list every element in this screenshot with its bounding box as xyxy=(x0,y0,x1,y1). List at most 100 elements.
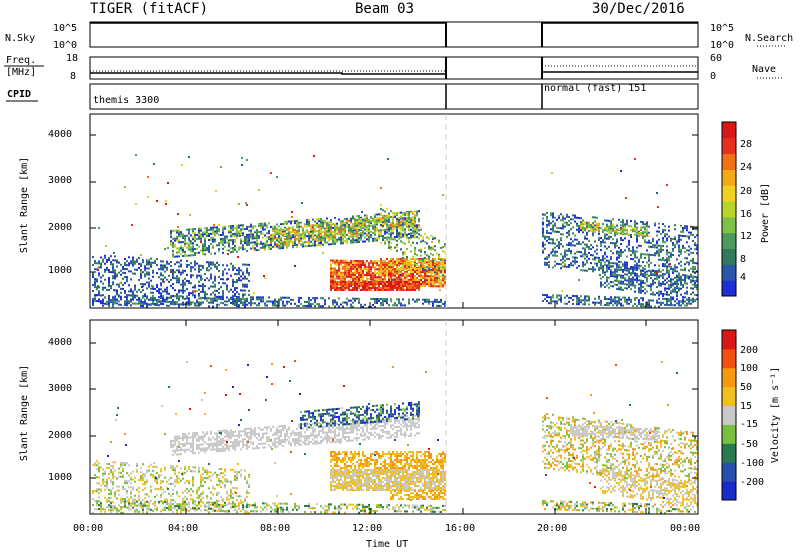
heatmap-cell xyxy=(604,295,606,298)
heatmap-cell xyxy=(364,264,366,267)
heatmap-cell xyxy=(434,298,436,301)
heatmap-cell xyxy=(604,274,606,277)
heatmap-cell xyxy=(626,269,628,272)
heatmap-cell xyxy=(282,243,284,246)
heatmap-cell xyxy=(688,300,690,303)
heatmap-cell xyxy=(596,248,598,251)
heatmap-cell xyxy=(246,300,248,303)
heatmap-cell xyxy=(652,269,654,272)
heatmap-cell xyxy=(192,250,194,253)
heatmap-cell xyxy=(586,259,588,262)
heatmap-cell xyxy=(668,265,670,268)
heatmap-cell xyxy=(168,296,170,299)
heatmap-cell xyxy=(242,263,244,266)
heatmap-cell xyxy=(394,276,396,279)
heatmap-cell xyxy=(334,279,336,282)
heatmap-cell xyxy=(686,282,688,285)
heatmap-cell xyxy=(218,295,220,298)
heatmap-cell xyxy=(642,279,644,282)
heatmap-cell xyxy=(304,237,306,240)
heatmap-cell xyxy=(288,300,290,303)
heatmap-cell xyxy=(638,233,640,236)
heatmap-cell xyxy=(634,290,636,293)
heatmap-cell xyxy=(622,282,624,285)
heatmap-cell xyxy=(312,228,314,231)
heatmap-cell xyxy=(206,227,208,230)
heatmap-cell xyxy=(614,225,616,228)
heatmap-cell xyxy=(114,255,116,258)
heatmap-cell xyxy=(300,237,302,240)
nsky-tick-low: 10^0 xyxy=(53,40,78,51)
heatmap-cell xyxy=(420,234,422,237)
heatmap-cell xyxy=(142,283,144,286)
heatmap-cell xyxy=(290,222,292,225)
heatmap-cell xyxy=(632,248,634,251)
heatmap-cell xyxy=(422,298,424,301)
heatmap-cell xyxy=(552,228,554,231)
heatmap-cell xyxy=(632,272,634,275)
heatmap-cell xyxy=(544,247,546,250)
heatmap-cell xyxy=(360,272,362,275)
heatmap-cell xyxy=(242,234,244,237)
heatmap-cell xyxy=(250,241,252,244)
heatmap-cell xyxy=(620,239,622,241)
heatmap-cell xyxy=(364,221,366,224)
heatmap-cell xyxy=(626,219,628,222)
heatmap-cell xyxy=(694,266,696,269)
heatmap-cell xyxy=(292,236,294,239)
heatmap-cell xyxy=(404,229,406,232)
heatmap-cell xyxy=(116,298,118,301)
heatmap-cell xyxy=(620,282,622,285)
heatmap-cell xyxy=(412,266,414,269)
heatmap-cell xyxy=(402,253,404,256)
heatmap-cell xyxy=(348,287,350,289)
heatmap-cell xyxy=(330,263,332,266)
heatmap-cell xyxy=(298,229,300,232)
heatmap-cell xyxy=(678,238,680,241)
heatmap-cell xyxy=(394,226,396,229)
heatmap-cell xyxy=(660,292,662,295)
heatmap-cell xyxy=(382,278,384,281)
heatmap-cell xyxy=(384,272,386,275)
heatmap-cell xyxy=(200,274,202,277)
heatmap-cell xyxy=(180,263,182,266)
heatmap-cell xyxy=(152,298,154,301)
heatmap-cell xyxy=(204,273,206,276)
heatmap-cell xyxy=(602,275,604,278)
heatmap-cell xyxy=(340,238,342,241)
heatmap-cell xyxy=(696,226,698,229)
heatmap-cell xyxy=(568,234,570,236)
heatmap-cell xyxy=(680,293,682,296)
heatmap-cell xyxy=(126,298,128,301)
heatmap-cell xyxy=(664,297,666,300)
heatmap-cell xyxy=(686,261,688,264)
heatmap-cell xyxy=(150,302,152,305)
heatmap-cell xyxy=(642,267,644,270)
heatmap-cell xyxy=(444,263,446,266)
heatmap-cell xyxy=(348,223,350,226)
heatmap-cell xyxy=(692,277,694,280)
heatmap-cell xyxy=(368,268,370,271)
velocity-ytick-2000: 2000 xyxy=(48,430,73,441)
heatmap-cell xyxy=(298,228,300,231)
heatmap-cell xyxy=(592,234,594,237)
heatmap-cell xyxy=(434,269,436,272)
heatmap-cell xyxy=(138,298,140,301)
heatmap-cell xyxy=(384,236,386,239)
heatmap-cell xyxy=(390,283,392,285)
heatmap-cell xyxy=(124,268,126,271)
heatmap-cell xyxy=(116,293,118,296)
heatmap-cell xyxy=(318,244,320,247)
heatmap-cell xyxy=(396,268,398,270)
heatmap-cell xyxy=(640,228,642,231)
heatmap-cell xyxy=(358,299,360,302)
heatmap-cell xyxy=(400,215,402,218)
heatmap-cell xyxy=(670,290,672,293)
heatmap-cell xyxy=(344,267,346,270)
heatmap-cell xyxy=(546,229,548,232)
heatmap-cell xyxy=(354,217,356,220)
heatmap-cell xyxy=(334,287,336,289)
heatmap-cell xyxy=(172,273,174,276)
heatmap-cell xyxy=(242,283,244,286)
heatmap-cell xyxy=(436,285,438,288)
